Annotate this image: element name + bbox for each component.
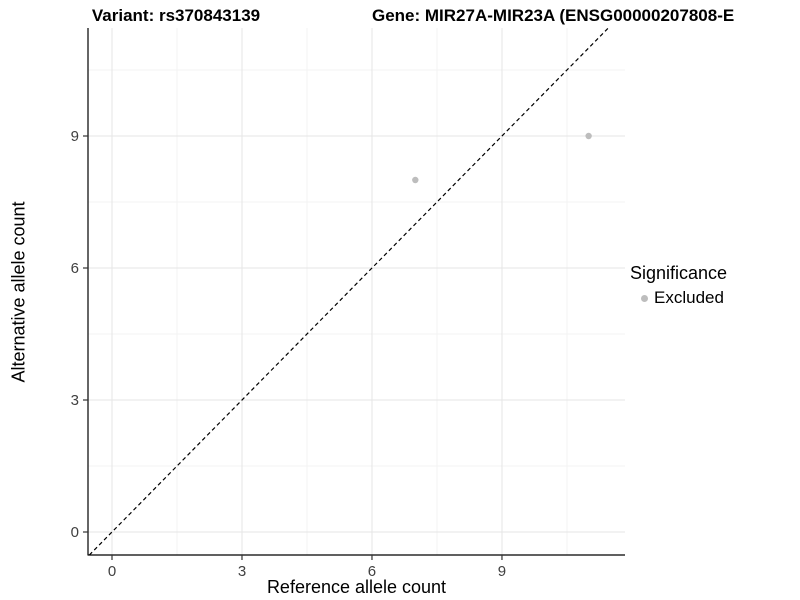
x-axis-title: Reference allele count (266, 577, 447, 597)
legend-entry-label: Excluded (654, 288, 724, 307)
y-tick-label: 6 (71, 260, 79, 277)
legend-entry-excluded: Excluded (630, 288, 798, 308)
legend-point-icon (641, 294, 648, 302)
y-tick-label: 3 (71, 392, 79, 409)
x-tick-label: 6 (368, 563, 376, 580)
plot-title-variant: Variant: rs370843139 (91, 6, 261, 25)
data-point (412, 176, 419, 184)
y-tick-label: 0 (71, 524, 79, 541)
y-tick-label: 9 (71, 128, 79, 145)
x-tick-label: 9 (498, 563, 506, 580)
x-tick-label: 0 (108, 563, 116, 580)
data-point (585, 132, 592, 140)
plot-title-gene: Gene: MIR27A-MIR23A (ENSG00000207808-E (372, 6, 735, 25)
legend: Significance Excluded (630, 263, 798, 308)
x-tick-label: 3 (238, 563, 246, 580)
y-axis-title: Alternative allele count (8, 201, 29, 383)
identity-line (88, 28, 610, 555)
legend-title: Significance (630, 263, 728, 283)
